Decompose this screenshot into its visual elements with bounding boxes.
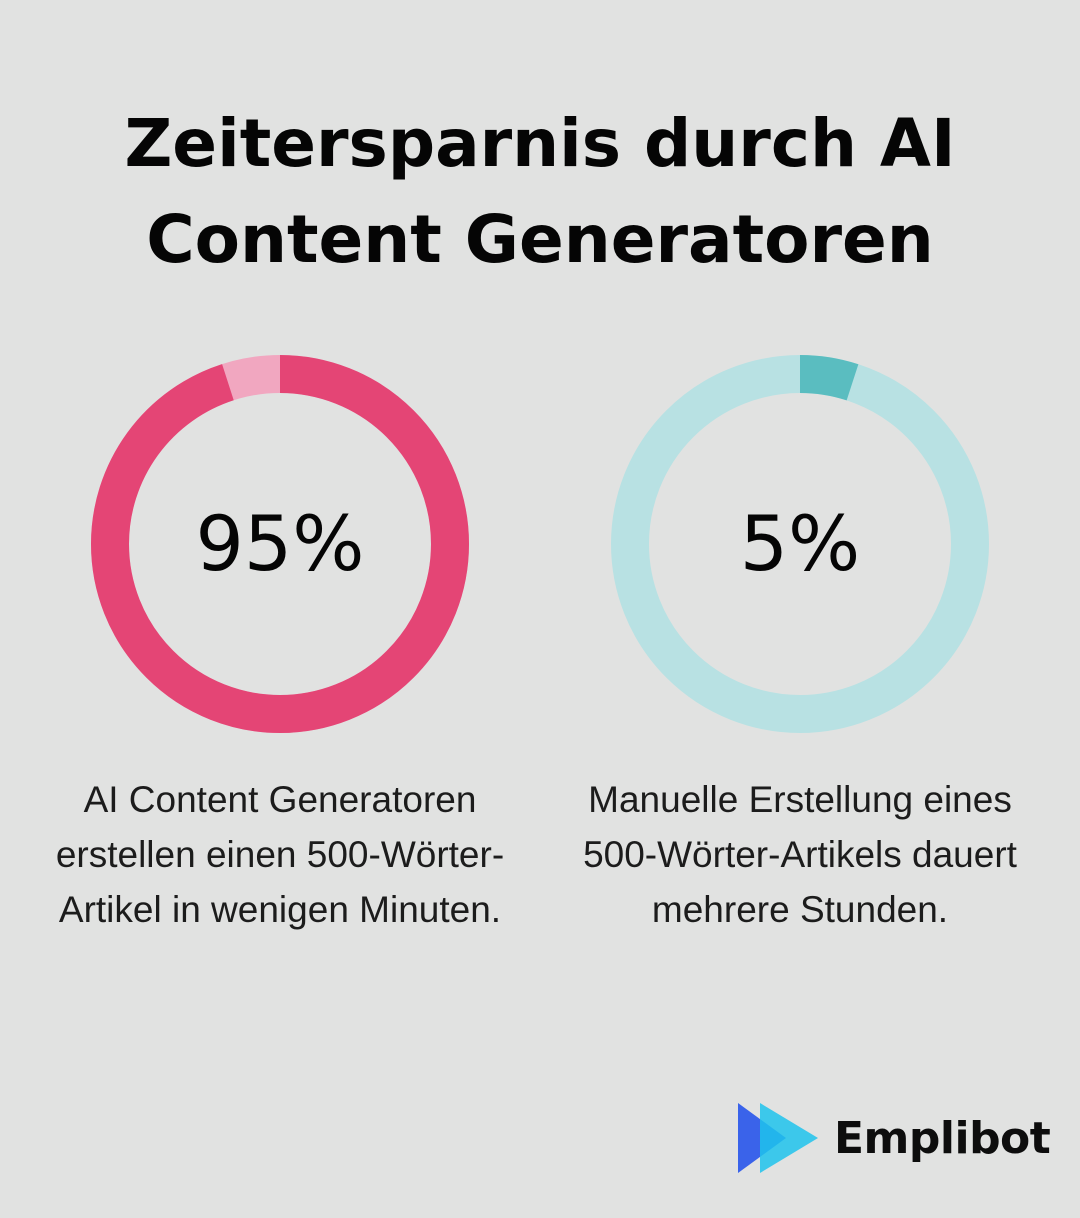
donut-value-arc-manual <box>611 355 989 733</box>
play-arrows-icon <box>738 1103 818 1173</box>
logo-front-triangle <box>760 1103 818 1173</box>
percent-label-ai: 95% <box>195 499 365 588</box>
donut-svg-manual <box>611 355 989 733</box>
percent-label-manual: 5% <box>739 499 861 588</box>
infographic-title: Zeitersparnis durch AI Content Generator… <box>124 105 956 278</box>
brand-name: Emplibot <box>834 1113 1051 1164</box>
caption-ai: AI Content Generatoren erstellen einen 5… <box>55 779 505 930</box>
brand-logo-group: Emplibot <box>736 1103 1056 1173</box>
donut-chart-ai: 95% <box>91 355 469 733</box>
donut-chart-manual: 5% <box>611 355 989 733</box>
donut-svg-ai <box>91 355 469 733</box>
caption-manual: Manuelle Erstellung eines 500-Wörter-Art… <box>583 779 1017 930</box>
donut-value-arc-ai <box>91 355 469 733</box>
